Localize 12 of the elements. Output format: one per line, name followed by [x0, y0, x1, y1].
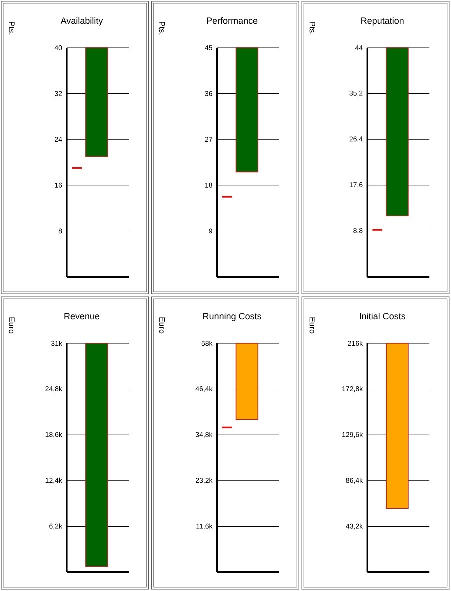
chart-title: Running Costs [204, 312, 262, 322]
y-axis-title: Pts. [310, 22, 316, 35]
chart-title: Reputation [362, 17, 404, 26]
chart-title: Initial Costs [360, 312, 406, 320]
chart-title: Availability [60, 17, 104, 26]
chart-title: Revenue [64, 313, 100, 320]
y-axis-title: Euro [310, 318, 316, 334]
y-axis-title: Pts. [160, 22, 166, 35]
y-axis-title: Euro [9, 318, 15, 334]
y-axis-title: Euro [160, 318, 166, 334]
y-axis-title: Pts. [9, 22, 15, 35]
chart-title: Performance [207, 17, 258, 24]
